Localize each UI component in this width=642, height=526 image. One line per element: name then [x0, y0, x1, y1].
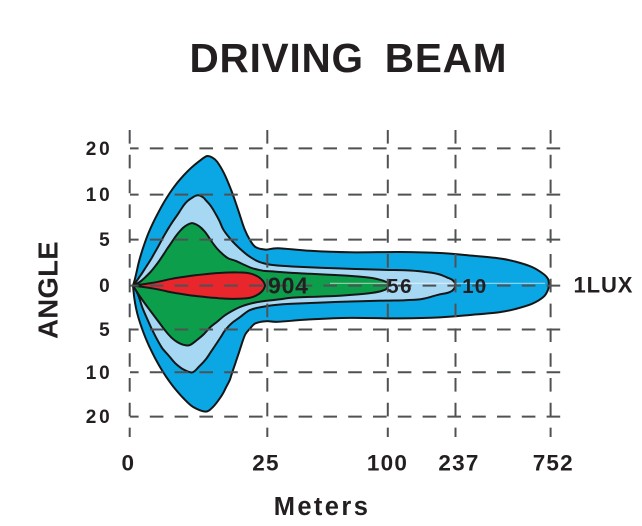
svg-text:5: 5	[99, 320, 112, 341]
svg-text:20: 20	[86, 139, 113, 160]
svg-text:BEAM: BEAM	[385, 35, 507, 81]
svg-text:237: 237	[438, 450, 479, 475]
svg-text:10: 10	[86, 185, 113, 206]
svg-text:10: 10	[462, 275, 487, 298]
svg-text:5: 5	[99, 230, 112, 251]
svg-text:752: 752	[533, 450, 574, 475]
svg-text:20: 20	[86, 407, 113, 428]
svg-text:25: 25	[252, 450, 279, 475]
svg-text:Meters: Meters	[274, 493, 371, 521]
svg-text:ANGLE: ANGLE	[32, 241, 63, 339]
svg-text:10: 10	[86, 363, 113, 384]
svg-text:56: 56	[387, 275, 413, 298]
svg-text:0: 0	[121, 450, 135, 475]
svg-text:1LUX: 1LUX	[574, 273, 634, 298]
svg-text:904: 904	[268, 273, 309, 299]
svg-text:DRIVING: DRIVING	[190, 35, 364, 81]
svg-text:0: 0	[99, 276, 112, 297]
svg-text:100: 100	[367, 450, 408, 475]
